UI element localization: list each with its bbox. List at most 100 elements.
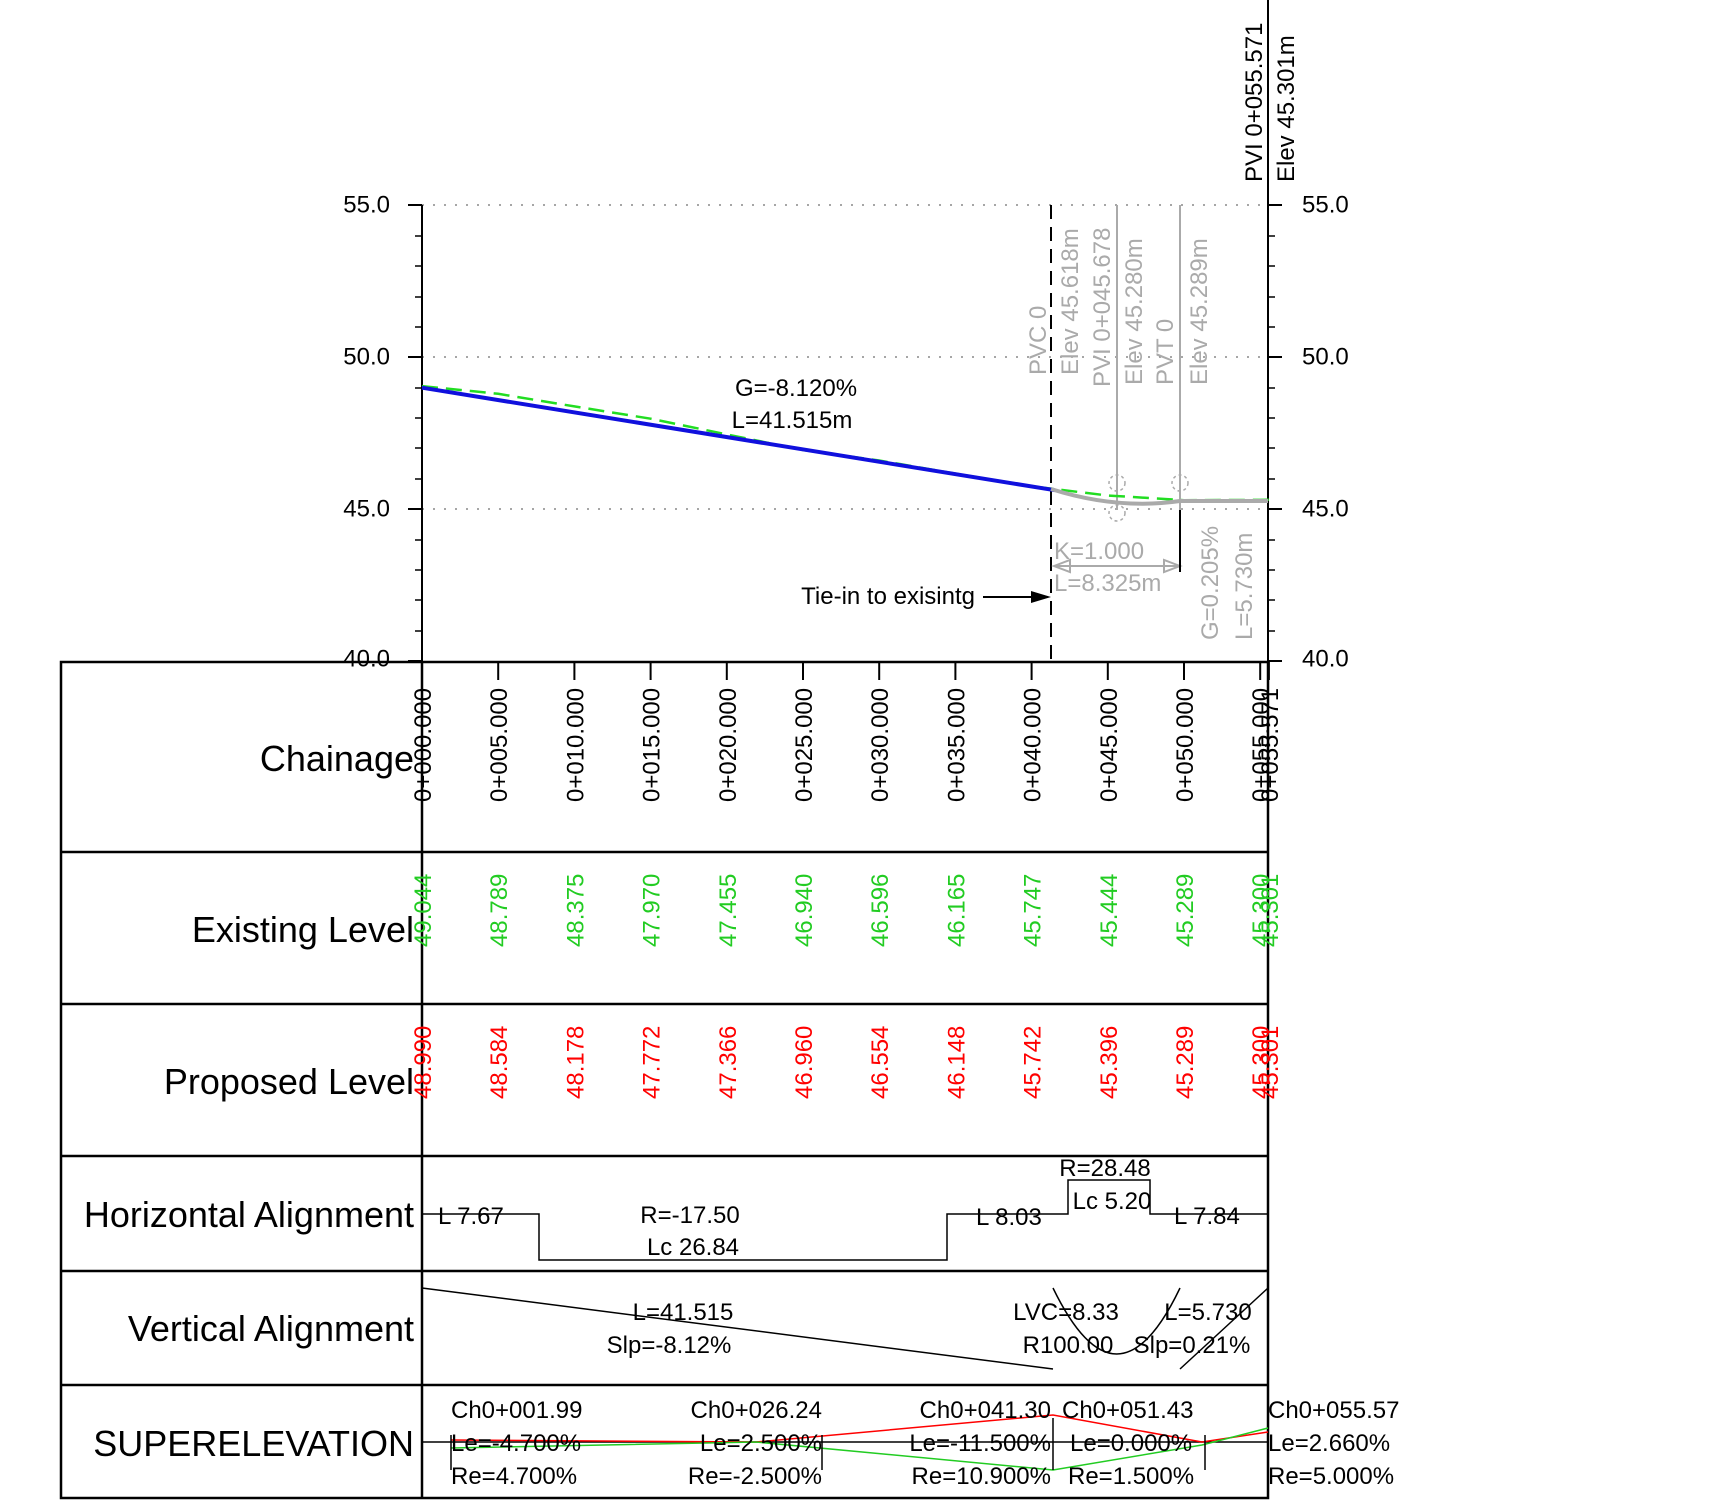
super-5-left: Le=2.660% [1268,1430,1390,1457]
chainage-value: 0+055.571 [1257,688,1284,802]
pvi-top-label: PVI 0+055.571 [1241,23,1268,182]
h-curve-2-radius: R=28.48 [1059,1155,1150,1182]
v-curve-length: LVC=8.33 [1013,1299,1119,1326]
pvi-marker-upper [1108,474,1126,492]
row-header-proposed-level: Proposed Level [164,1061,414,1102]
chainage-value: 0+000.000 [410,688,437,802]
table-border [59,660,1270,1500]
proposed-level-value: 48.178 [562,1026,589,1099]
y-tick-label-left: 50.0 [343,343,390,370]
super-1-right: Re=4.700% [451,1463,577,1490]
chainage-value: 0+010.000 [562,688,589,802]
proposed-level-value: 45.742 [1020,1026,1047,1099]
h-segment-1-label: L 7.67 [438,1203,504,1230]
super-3-chainage: Ch0+041.30 [920,1397,1051,1424]
curve-length-dimension [1051,510,1183,574]
left-minor-ticks [415,235,422,632]
super-2-right: Re=-2.500% [688,1463,822,1490]
profile-view: 55.0 50.0 45.0 40.0 55.0 50.0 45.0 40.0 … [343,0,1349,672]
right-elevation-axis [1267,0,1282,662]
pvt-label: PVT 0 [1152,319,1179,385]
h-curve-1-length: Lc 26.84 [647,1234,739,1261]
existing-level-value: 47.970 [639,874,666,947]
chainage-value: 0+040.000 [1020,688,1047,802]
existing-level-value: 49.044 [410,874,437,947]
super-3-right: Re=10.900% [912,1463,1051,1490]
proposed-grade-line [421,385,1056,493]
v-curve-radius: R100.00 [1023,1332,1114,1359]
chainage-value: 0+025.000 [791,688,818,802]
row-header-superelevation: SUPERELEVATION [93,1423,414,1464]
v-end-grade-length: L=5.730 [1164,1299,1251,1326]
pvi-label: PVI 0+045.678 [1089,228,1116,387]
proposed-level-value: 45.289 [1172,1026,1199,1099]
tie-in-label: Tie-in to exisintg [801,583,975,610]
v-curve-diagram [1052,1287,1181,1355]
vertical-alignment-band: L=41.515 Slp=-8.12% LVC=8.33 R100.00 L=5… [421,1287,1269,1370]
proposed-level-value: 46.148 [943,1026,970,1099]
super-2-left: Le=2.500% [700,1430,822,1457]
horizontal-alignment-band: L 7.67 R=-17.50 Lc 26.84 L 8.03 R=28.48 … [422,1155,1268,1261]
existing-level-value: 45.300 [1248,874,1275,947]
existing-level-value: 48.789 [486,874,513,947]
existing-level-cells: 49.044 48.789 48.375 47.970 47.455 46.940 46.5… [410,874,1284,947]
v-end-grade-line [1179,1287,1269,1370]
h-segment-2-label: L 8.03 [976,1204,1042,1231]
existing-level-value: 45.301 [1257,874,1284,947]
super-2-chainage: Ch0+026.24 [691,1397,822,1424]
right-minor-ticks [1268,235,1275,632]
elevation-gridlines [422,204,1268,510]
super-4-chainage: Ch0+051.43 [1062,1397,1193,1424]
proposed-level-value: 48.990 [410,1026,437,1099]
grade-length-label: L=41.515m [732,407,853,434]
grade-label: G=-8.120% [735,375,857,402]
existing-level-value: 45.444 [1096,874,1123,947]
proposed-level-value: 46.960 [791,1026,818,1099]
proposed-level-value: 45.300 [1248,1026,1275,1099]
existing-level-value: 45.747 [1020,874,1047,947]
proposed-level-value: 47.366 [715,1026,742,1099]
row-header-horizontal-alignment: Horizontal Alignment [84,1194,414,1235]
super-4-right: Re=1.500% [1068,1463,1194,1490]
chainage-value: 0+050.000 [1172,688,1199,802]
existing-level-value: 46.940 [791,874,818,947]
superelevation-band: Ch0+001.99 Le=-4.700% Re=4.700% Ch0+026.… [422,1397,1399,1490]
super-3-left: Le=-11.500% [909,1430,1051,1457]
existing-level-value: 45.289 [1172,874,1199,947]
h-curve-2-length: Lc 5.20 [1073,1188,1152,1215]
row-header-existing-level: Existing Level [192,909,414,950]
data-band-table: Chainage Existing Level Proposed Level H… [59,660,1399,1500]
pvc-label: PVC 0 [1025,306,1052,375]
super-1-chainage: Ch0+001.99 [451,1397,582,1424]
horizontal-alignment-diagram [422,1179,1268,1261]
h-segment-3-label: L 7.84 [1174,1203,1240,1230]
chainage-value: 0+035.000 [943,688,970,802]
proposed-level-cells: 48.990 48.584 48.178 47.772 47.366 46.960 46.5… [410,1026,1284,1099]
y-tick-label-right: 45.0 [1302,495,1349,522]
v-end-grade-slope: Slp=0.21% [1134,1332,1251,1359]
super-5-chainage: Ch0+055.57 [1268,1397,1399,1424]
chainage-value: 0+015.000 [639,688,666,802]
dimension-arrow-left [1051,558,1071,574]
chainage-value: 0+030.000 [867,688,894,802]
pvi-elev-label: Elev 45.280m [1121,238,1148,385]
existing-level-value: 48.375 [562,874,589,947]
pvt-marker [1171,474,1189,492]
v-grade-line [421,1287,1054,1370]
row-header-chainage: Chainage [260,738,414,779]
y-tick-label-right: 50.0 [1302,343,1349,370]
tie-in-arrow-head [1031,591,1051,603]
super-4-left: Le=0.000% [1070,1430,1192,1457]
proposed-level-value: 47.772 [639,1026,666,1099]
pvi-marker-lower [1108,504,1126,522]
pvc-elev-label: Elev 45.618m [1057,228,1084,375]
end-grade-label: G=0.205% [1197,526,1224,640]
proposed-level-value: 46.554 [867,1026,894,1099]
chainage-value: 0+045.000 [1096,688,1123,802]
existing-level-value: 46.165 [943,874,970,947]
existing-level-value: 46.596 [867,874,894,947]
curve-length-label: L=8.325m [1054,570,1161,597]
row-header-vertical-alignment: Vertical Alignment [128,1308,414,1349]
